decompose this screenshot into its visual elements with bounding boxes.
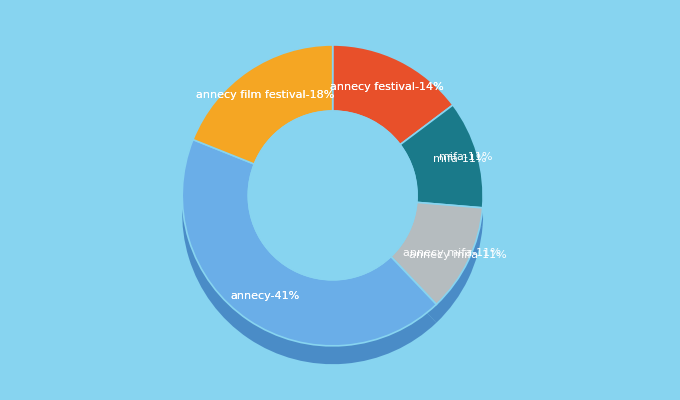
- Wedge shape: [333, 45, 453, 145]
- Text: mifa-11%: mifa-11%: [433, 154, 487, 164]
- Text: annecy mifa-11%: annecy mifa-11%: [409, 250, 507, 260]
- Wedge shape: [333, 63, 453, 163]
- Wedge shape: [193, 45, 333, 164]
- Wedge shape: [182, 158, 437, 364]
- Wedge shape: [391, 221, 483, 323]
- Circle shape: [248, 111, 417, 280]
- Wedge shape: [193, 63, 333, 182]
- Wedge shape: [400, 123, 483, 226]
- Wedge shape: [391, 202, 483, 304]
- Text: annecy film festival-18%: annecy film festival-18%: [196, 90, 334, 100]
- Text: annecy-41%: annecy-41%: [230, 291, 299, 301]
- Text: annecy film festival-18%: annecy film festival-18%: [196, 90, 334, 100]
- Wedge shape: [400, 105, 483, 208]
- Text: annecy festival-14%: annecy festival-14%: [330, 82, 443, 92]
- Text: mifa-11%: mifa-11%: [439, 152, 492, 162]
- Wedge shape: [182, 140, 437, 346]
- Text: annecy-41%: annecy-41%: [230, 291, 299, 301]
- Text: annecy mifa-11%: annecy mifa-11%: [403, 248, 501, 258]
- Text: annecy festival-14%: annecy festival-14%: [330, 82, 443, 92]
